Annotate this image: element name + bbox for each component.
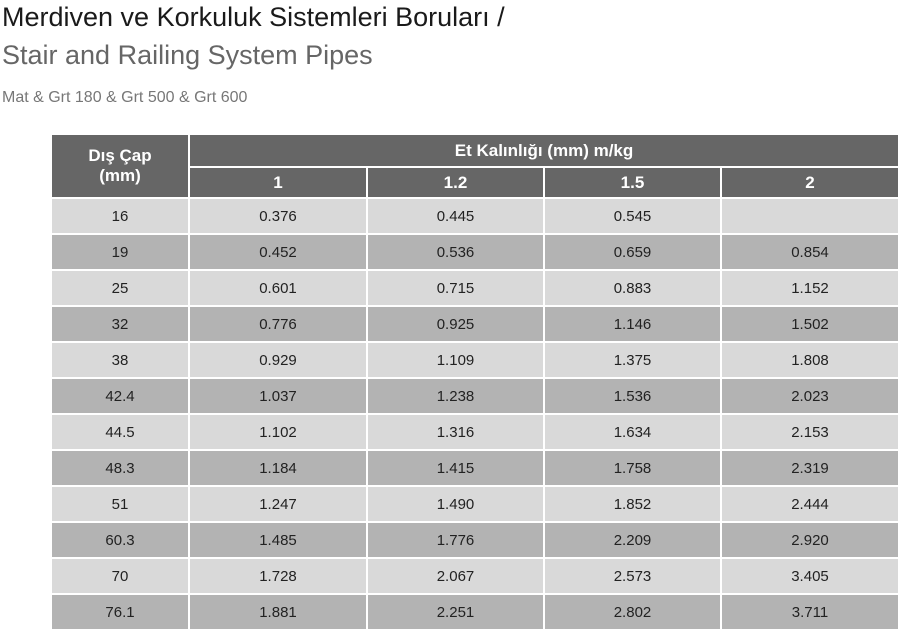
corner-text: Dış Çap	[88, 146, 152, 165]
diameter-cell: 16	[52, 199, 188, 233]
note: Mat & Grt 180 & Grt 500 & Grt 600	[2, 89, 248, 106]
weight-cell: 0.536	[368, 235, 543, 269]
weight-cell: 1.102	[190, 415, 366, 449]
column-header: 1	[190, 168, 366, 197]
column-header: 2	[722, 168, 898, 197]
weight-cell: 1.634	[545, 415, 720, 449]
corner-cell: Dış Çap (mm)	[52, 135, 188, 197]
weight-cell: 2.023	[722, 379, 898, 413]
data-row: 32 0.776 0.925 1.146 1.502	[52, 307, 898, 341]
data-row: 42.4 1.037 1.238 1.536 2.023	[52, 379, 898, 413]
data-row: 19 0.452 0.536 0.659 0.854	[52, 235, 898, 269]
weight-cell: 0.883	[545, 271, 720, 305]
weight-cell: 2.444	[722, 487, 898, 521]
weight-cell: 2.067	[368, 559, 543, 593]
weight-cell: 0.545	[545, 199, 720, 233]
weight-cell: 1.881	[190, 595, 366, 629]
weight-cell: 0.452	[190, 235, 366, 269]
data-row: 44.5 1.102 1.316 1.634 2.153	[52, 415, 898, 449]
weight-cell: 1.152	[722, 271, 898, 305]
diameter-cell: 25	[52, 271, 188, 305]
column-header: 1.2	[368, 168, 543, 197]
weight-cell: 1.490	[368, 487, 543, 521]
weight-cell: 1.238	[368, 379, 543, 413]
weight-cell	[722, 199, 898, 233]
weight-cell: 2.251	[368, 595, 543, 629]
data-row: 25 0.601 0.715 0.883 1.152	[52, 271, 898, 305]
corner-text: (mm)	[99, 166, 141, 185]
weight-cell: 0.925	[368, 307, 543, 341]
weight-cell: 0.601	[190, 271, 366, 305]
weight-cell: 1.485	[190, 523, 366, 557]
weight-cell: 1.728	[190, 559, 366, 593]
weight-cell: 1.415	[368, 451, 543, 485]
weight-cell: 1.316	[368, 415, 543, 449]
diameter-cell: 32	[52, 307, 188, 341]
data-row: 70 1.728 2.067 2.573 3.405	[52, 559, 898, 593]
diameter-cell: 48.3	[52, 451, 188, 485]
weight-cell: 1.109	[368, 343, 543, 377]
weight-cell: 1.184	[190, 451, 366, 485]
data-row: 16 0.376 0.445 0.545	[52, 199, 898, 233]
weight-cell: 1.852	[545, 487, 720, 521]
weight-cell: 3.711	[722, 595, 898, 629]
weight-cell: 2.319	[722, 451, 898, 485]
data-row: 38 0.929 1.109 1.375 1.808	[52, 343, 898, 377]
weight-cell: 1.502	[722, 307, 898, 341]
weight-cell: 1.247	[190, 487, 366, 521]
title: Merdiven ve Korkuluk Sistemleri Boruları…	[2, 2, 505, 32]
diameter-cell: 76.1	[52, 595, 188, 629]
weight-cell: 0.854	[722, 235, 898, 269]
weight-cell: 2.802	[545, 595, 720, 629]
weight-cell: 0.659	[545, 235, 720, 269]
weight-cell: 2.920	[722, 523, 898, 557]
weight-cell: 2.209	[545, 523, 720, 557]
diameter-cell: 19	[52, 235, 188, 269]
weight-cell: 1.808	[722, 343, 898, 377]
weight-cell: 1.375	[545, 343, 720, 377]
pipe-table: Dış Çap (mm) Et Kalınlığı (mm) m/kg 1 1.2 1.5…	[50, 133, 900, 631]
weight-cell: 1.146	[545, 307, 720, 341]
weight-cell: 0.776	[190, 307, 366, 341]
column-header: 1.5	[545, 168, 720, 197]
diameter-cell: 44.5	[52, 415, 188, 449]
weight-cell: 2.153	[722, 415, 898, 449]
diameter-cell: 60.3	[52, 523, 188, 557]
header-row: 1 1.2 1.5 2	[52, 168, 898, 197]
weight-cell: 3.405	[722, 559, 898, 593]
header-row: Dış Çap (mm) Et Kalınlığı (mm) m/kg	[52, 135, 898, 197]
data-row: 76.1 1.881 2.251 2.802 3.711	[52, 595, 898, 629]
diameter-cell: 70	[52, 559, 188, 593]
weight-cell: 0.715	[368, 271, 543, 305]
weight-cell: 1.536	[545, 379, 720, 413]
weight-cell: 1.037	[190, 379, 366, 413]
data-row: 51 1.247 1.490 1.852 2.444	[52, 487, 898, 521]
weight-cell: 0.929	[190, 343, 366, 377]
weight-cell: 1.776	[368, 523, 543, 557]
subtitle: Stair and Railing System Pipes	[2, 40, 373, 70]
data-row: 48.3 1.184 1.415 1.758 2.319	[52, 451, 898, 485]
weight-cell: 0.445	[368, 199, 543, 233]
weight-cell: 2.573	[545, 559, 720, 593]
diameter-cell: 42.4	[52, 379, 188, 413]
group-header: Et Kalınlığı (mm) m/kg	[190, 135, 898, 167]
weight-cell: 0.376	[190, 199, 366, 233]
diameter-cell: 51	[52, 487, 188, 521]
weight-cell: 1.758	[545, 451, 720, 485]
diameter-cell: 38	[52, 343, 188, 377]
data-row: 60.3 1.485 1.776 2.209 2.920	[52, 523, 898, 557]
